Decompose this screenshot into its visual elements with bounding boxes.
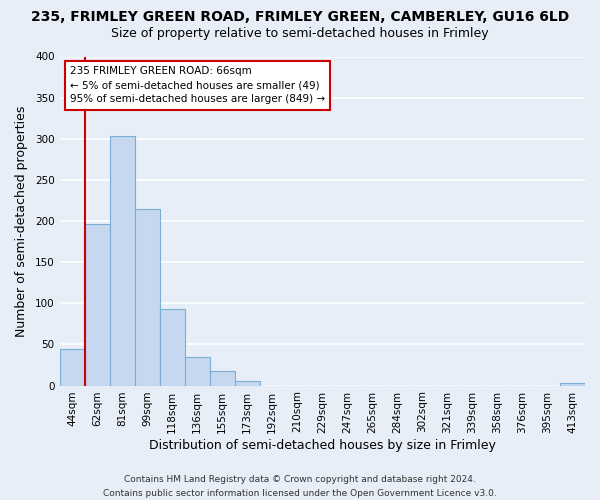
Text: Contains HM Land Registry data © Crown copyright and database right 2024.
Contai: Contains HM Land Registry data © Crown c… — [103, 476, 497, 498]
Bar — [110, 136, 134, 386]
Text: Size of property relative to semi-detached houses in Frimley: Size of property relative to semi-detach… — [111, 28, 489, 40]
Y-axis label: Number of semi-detached properties: Number of semi-detached properties — [15, 106, 28, 336]
X-axis label: Distribution of semi-detached houses by size in Frimley: Distribution of semi-detached houses by … — [149, 440, 496, 452]
Bar — [209, 371, 235, 386]
Bar — [560, 383, 585, 386]
Bar — [59, 350, 85, 386]
Bar — [134, 208, 160, 386]
Text: 235, FRIMLEY GREEN ROAD, FRIMLEY GREEN, CAMBERLEY, GU16 6LD: 235, FRIMLEY GREEN ROAD, FRIMLEY GREEN, … — [31, 10, 569, 24]
Bar — [235, 382, 260, 386]
Bar — [85, 224, 110, 386]
Bar — [185, 357, 209, 386]
Bar — [160, 309, 185, 386]
Text: 235 FRIMLEY GREEN ROAD: 66sqm
← 5% of semi-detached houses are smaller (49)
95% : 235 FRIMLEY GREEN ROAD: 66sqm ← 5% of se… — [70, 66, 325, 104]
